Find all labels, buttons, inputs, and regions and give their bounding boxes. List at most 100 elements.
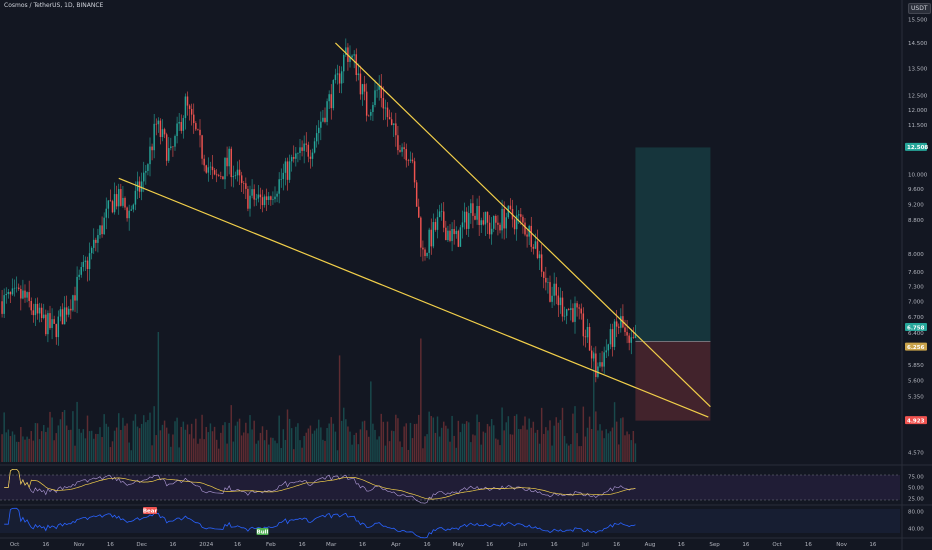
position-stop-zone xyxy=(635,341,711,421)
volume-bar xyxy=(226,443,228,462)
volume-bar xyxy=(93,438,95,462)
candle-body xyxy=(170,146,172,149)
volume-bar xyxy=(318,419,320,462)
volume-bar xyxy=(361,421,364,462)
volume-bar xyxy=(109,447,112,462)
candle-body xyxy=(61,309,64,325)
volume-bar xyxy=(551,445,553,462)
volume-bar xyxy=(545,427,547,462)
volume-bar xyxy=(413,423,416,462)
volume-bar xyxy=(309,425,312,462)
price-tick-label: 12.000 xyxy=(908,108,928,114)
volume-bar xyxy=(176,417,178,462)
volume-bar xyxy=(209,423,212,462)
candle-body xyxy=(124,197,126,208)
price-label-text: 4.923 xyxy=(907,418,925,424)
volume-bar xyxy=(38,439,41,462)
volume-bar xyxy=(355,432,357,462)
volume-bar xyxy=(168,433,170,462)
volume-bar xyxy=(409,422,412,462)
candle-body xyxy=(255,198,257,200)
volume-bar xyxy=(365,430,368,462)
candle-body xyxy=(220,176,222,177)
volume-bar xyxy=(351,444,353,462)
candle-body xyxy=(251,189,253,196)
candle-body xyxy=(457,230,460,247)
candle-body xyxy=(559,297,562,306)
volume-bar xyxy=(530,427,532,462)
candle-body xyxy=(324,117,326,122)
candle-body xyxy=(520,214,522,217)
candle-body xyxy=(584,336,587,338)
volume-bar xyxy=(218,448,220,462)
volume-bar xyxy=(282,429,285,462)
candle-body xyxy=(561,297,564,317)
candle-body xyxy=(430,229,432,247)
price-tick-label: 5.350 xyxy=(908,395,924,401)
volume-bar xyxy=(378,436,380,462)
time-tick-label: Feb xyxy=(266,542,276,548)
candle-body xyxy=(326,101,328,122)
candle-body xyxy=(288,161,291,180)
candle-body xyxy=(176,123,178,137)
candle-body xyxy=(390,119,393,125)
candle-body xyxy=(615,321,618,327)
candle-body xyxy=(84,260,87,262)
candle-body xyxy=(132,204,135,210)
volume-bar xyxy=(157,332,160,462)
volume-bar xyxy=(118,413,120,462)
candle-body xyxy=(336,73,339,75)
candle-body xyxy=(432,222,435,247)
upper-trendline xyxy=(334,42,711,408)
volume-bar xyxy=(290,428,293,462)
price-tick-label: 13.500 xyxy=(908,66,928,72)
candle-body xyxy=(122,197,124,206)
volume-bar xyxy=(472,434,474,462)
candle-body xyxy=(478,206,480,225)
candle-body xyxy=(503,208,505,229)
volume-bar xyxy=(18,441,20,462)
volume-bar xyxy=(51,417,53,462)
price-tick-label: 9.200 xyxy=(908,202,924,208)
volume-bar xyxy=(490,419,493,462)
candle-body xyxy=(105,208,107,218)
candle-body xyxy=(397,135,399,151)
volume-bar xyxy=(84,438,87,462)
volume-bar xyxy=(284,439,287,462)
volume-bar xyxy=(305,432,307,462)
candle-body xyxy=(128,210,130,219)
volume-bar xyxy=(320,427,322,462)
price-label-badge xyxy=(905,142,927,151)
volume-bar xyxy=(353,434,355,462)
candle-body xyxy=(284,161,287,173)
candle-body xyxy=(488,222,491,235)
candle-body xyxy=(497,222,499,225)
volume-bar xyxy=(165,427,168,462)
candle-body xyxy=(47,313,49,335)
volume-bar xyxy=(155,435,157,462)
volume-bar xyxy=(459,432,462,462)
candle-body xyxy=(574,303,576,322)
volume-bar xyxy=(205,426,207,462)
candle-body xyxy=(247,188,249,209)
candle-body xyxy=(113,194,116,213)
volume-bar xyxy=(432,417,435,462)
volume-bar xyxy=(324,440,326,462)
candle-body xyxy=(130,209,132,211)
candle-body xyxy=(601,362,603,367)
candle-body xyxy=(518,214,520,216)
volume-bar xyxy=(55,433,57,462)
candle-body xyxy=(38,307,41,314)
candle-body xyxy=(301,147,303,151)
volume-bar xyxy=(101,437,103,462)
volume-bar xyxy=(151,445,153,462)
volume-bar xyxy=(609,431,612,462)
time-tick-label: 16 xyxy=(613,542,620,548)
candle-body xyxy=(13,287,16,289)
currency-badge[interactable]: USDT xyxy=(908,3,931,14)
bear-label-badge xyxy=(143,507,157,514)
candle-body xyxy=(393,123,395,125)
time-tick-label: Jun xyxy=(518,542,528,548)
time-tick-label: 16 xyxy=(678,542,685,548)
